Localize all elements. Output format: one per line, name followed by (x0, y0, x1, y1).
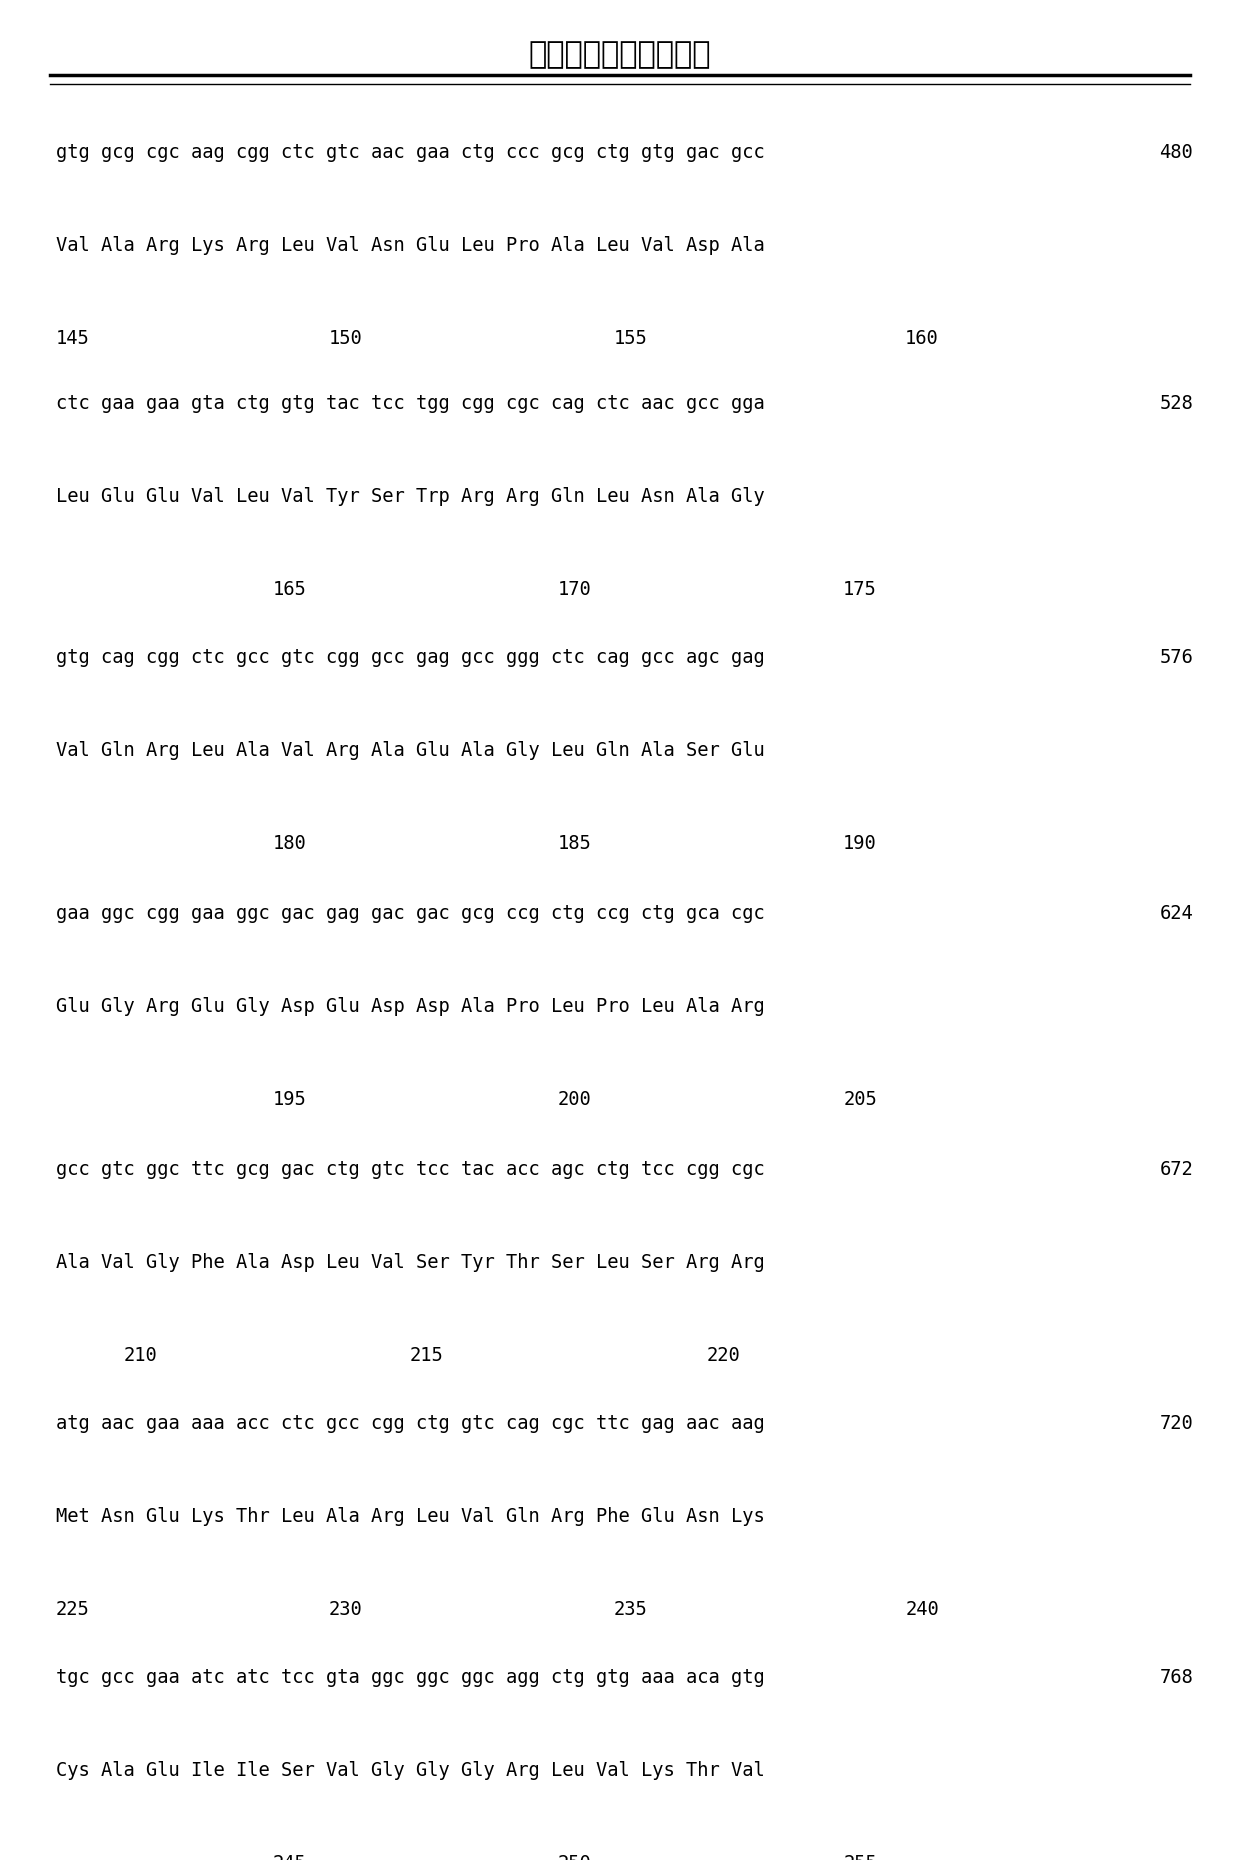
Text: 225: 225 (56, 1600, 89, 1618)
Text: atg aac gaa aaa acc ctc gcc cgg ctg gtc cag cgc ttc gag aac aag: atg aac gaa aaa acc ctc gcc cgg ctg gtc … (56, 1414, 765, 1432)
Text: 528: 528 (1159, 394, 1193, 413)
Text: 190: 190 (843, 833, 877, 854)
Text: 200: 200 (558, 1090, 591, 1109)
Text: 185: 185 (558, 833, 591, 854)
Text: 175: 175 (843, 580, 877, 599)
Text: 核苷酸或氨基酸序列表: 核苷酸或氨基酸序列表 (528, 39, 712, 71)
Text: tgc gcc gaa atc atc tcc gta ggc ggc ggc agg ctg gtg aaa aca gtg: tgc gcc gaa atc atc tcc gta ggc ggc ggc … (56, 1668, 765, 1687)
Text: 210: 210 (124, 1345, 157, 1365)
Text: 240: 240 (905, 1600, 939, 1618)
Text: 480: 480 (1159, 143, 1193, 162)
Text: Val Ala Arg Lys Arg Leu Val Asn Glu Leu Pro Ala Leu Val Asp Ala: Val Ala Arg Lys Arg Leu Val Asn Glu Leu … (56, 236, 765, 255)
Text: Met Asn Glu Lys Thr Leu Ala Arg Leu Val Gln Arg Phe Glu Asn Lys: Met Asn Glu Lys Thr Leu Ala Arg Leu Val … (56, 1507, 765, 1525)
Text: 230: 230 (329, 1600, 362, 1618)
Text: 180: 180 (273, 833, 306, 854)
Text: 150: 150 (329, 329, 362, 348)
Text: 145: 145 (56, 329, 89, 348)
Text: 255: 255 (843, 1854, 877, 1860)
Text: 235: 235 (614, 1600, 647, 1618)
Text: 576: 576 (1159, 647, 1193, 666)
Text: Ala Val Gly Phe Ala Asp Leu Val Ser Tyr Thr Ser Leu Ser Arg Arg: Ala Val Gly Phe Ala Asp Leu Val Ser Tyr … (56, 1252, 765, 1272)
Text: Glu Gly Arg Glu Gly Asp Glu Asp Asp Ala Pro Leu Pro Leu Ala Arg: Glu Gly Arg Glu Gly Asp Glu Asp Asp Ala … (56, 997, 765, 1016)
Text: 195: 195 (273, 1090, 306, 1109)
Text: Val Gln Arg Leu Ala Val Arg Ala Glu Ala Gly Leu Gln Ala Ser Glu: Val Gln Arg Leu Ala Val Arg Ala Glu Ala … (56, 740, 765, 761)
Text: 672: 672 (1159, 1159, 1193, 1179)
Text: Cys Ala Glu Ile Ile Ser Val Gly Gly Gly Arg Leu Val Lys Thr Val: Cys Ala Glu Ile Ile Ser Val Gly Gly Gly … (56, 1761, 765, 1780)
Text: 624: 624 (1159, 904, 1193, 923)
Text: gcc gtc ggc ttc gcg gac ctg gtc tcc tac acc agc ctg tcc cgg cgc: gcc gtc ggc ttc gcg gac ctg gtc tcc tac … (56, 1159, 765, 1179)
Text: 170: 170 (558, 580, 591, 599)
Text: ctc gaa gaa gta ctg gtg tac tcc tgg cgg cgc cag ctc aac gcc gga: ctc gaa gaa gta ctg gtg tac tcc tgg cgg … (56, 394, 765, 413)
Text: 160: 160 (905, 329, 939, 348)
Text: 165: 165 (273, 580, 306, 599)
Text: 205: 205 (843, 1090, 877, 1109)
Text: 155: 155 (614, 329, 647, 348)
Text: gaa ggc cgg gaa ggc gac gag gac gac gcg ccg ctg ccg ctg gca cgc: gaa ggc cgg gaa ggc gac gag gac gac gcg … (56, 904, 765, 923)
Text: gtg gcg cgc aag cgg ctc gtc aac gaa ctg ccc gcg ctg gtg gac gcc: gtg gcg cgc aag cgg ctc gtc aac gaa ctg … (56, 143, 765, 162)
Text: Leu Glu Glu Val Leu Val Tyr Ser Trp Arg Arg Gln Leu Asn Ala Gly: Leu Glu Glu Val Leu Val Tyr Ser Trp Arg … (56, 487, 765, 506)
Text: 768: 768 (1159, 1668, 1193, 1687)
Text: 720: 720 (1159, 1414, 1193, 1432)
Text: 245: 245 (273, 1854, 306, 1860)
Text: gtg cag cgg ctc gcc gtc cgg gcc gag gcc ggg ctc cag gcc agc gag: gtg cag cgg ctc gcc gtc cgg gcc gag gcc … (56, 647, 765, 666)
Text: 250: 250 (558, 1854, 591, 1860)
Text: 215: 215 (409, 1345, 443, 1365)
Text: 220: 220 (707, 1345, 740, 1365)
